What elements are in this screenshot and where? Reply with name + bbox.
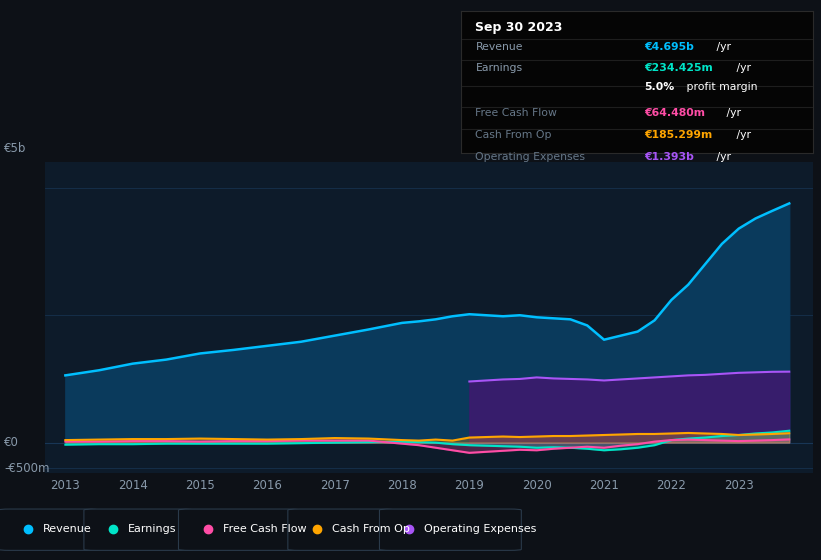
Text: 5.0%: 5.0%: [644, 82, 674, 92]
Text: €234.425m: €234.425m: [644, 63, 713, 73]
Text: /yr: /yr: [722, 108, 741, 118]
Text: €4.695b: €4.695b: [644, 42, 694, 52]
Text: /yr: /yr: [713, 152, 731, 162]
Text: Operating Expenses: Operating Expenses: [424, 524, 536, 534]
FancyBboxPatch shape: [379, 509, 521, 550]
Text: /yr: /yr: [732, 63, 750, 73]
FancyBboxPatch shape: [178, 509, 300, 550]
Text: €185.299m: €185.299m: [644, 130, 713, 140]
Text: Earnings: Earnings: [475, 63, 523, 73]
Text: Earnings: Earnings: [128, 524, 177, 534]
FancyBboxPatch shape: [288, 509, 394, 550]
Text: Sep 30 2023: Sep 30 2023: [475, 21, 563, 34]
FancyBboxPatch shape: [0, 509, 99, 550]
Text: €0: €0: [4, 436, 19, 449]
Text: Free Cash Flow: Free Cash Flow: [475, 108, 557, 118]
FancyBboxPatch shape: [84, 509, 193, 550]
Text: €64.480m: €64.480m: [644, 108, 705, 118]
Text: Revenue: Revenue: [43, 524, 91, 534]
Text: -€500m: -€500m: [4, 461, 49, 475]
Text: €5b: €5b: [4, 142, 26, 155]
Text: profit margin: profit margin: [683, 82, 758, 92]
Text: Free Cash Flow: Free Cash Flow: [222, 524, 306, 534]
Text: Cash From Op: Cash From Op: [475, 130, 552, 140]
Text: Revenue: Revenue: [475, 42, 523, 52]
Text: /yr: /yr: [732, 130, 750, 140]
Text: Cash From Op: Cash From Op: [333, 524, 410, 534]
Text: /yr: /yr: [713, 42, 731, 52]
Text: €1.393b: €1.393b: [644, 152, 694, 162]
Text: Operating Expenses: Operating Expenses: [475, 152, 585, 162]
